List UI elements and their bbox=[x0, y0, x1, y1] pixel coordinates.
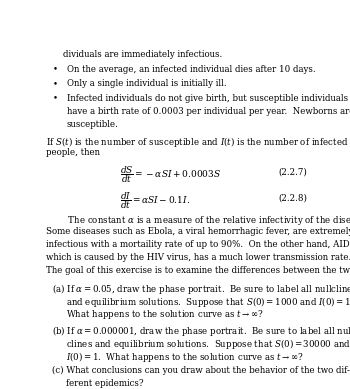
Text: What happens to the solution curve as $t \to \infty$?: What happens to the solution curve as $t… bbox=[66, 308, 264, 321]
Text: The goal of this exercise is to examine the differences between the two.: The goal of this exercise is to examine … bbox=[47, 266, 350, 275]
Text: dividuals are immediately infectious.: dividuals are immediately infectious. bbox=[63, 50, 222, 59]
Text: Infected individuals do not give birth, but susceptible individuals: Infected individuals do not give birth, … bbox=[67, 93, 348, 103]
Text: susceptible.: susceptible. bbox=[67, 119, 119, 128]
Text: On the average, an infected individual dies after 10 days.: On the average, an infected individual d… bbox=[67, 65, 315, 74]
Text: If $S(t)$ is the number of susceptible and $I(t)$ is the number of infected: If $S(t)$ is the number of susceptible a… bbox=[47, 135, 349, 149]
Text: which is caused by the HIV virus, has a much lower transmission rate.: which is caused by the HIV virus, has a … bbox=[47, 253, 350, 262]
Text: have a birth rate of 0.0003 per individual per year.  Newborns are: have a birth rate of 0.0003 per individu… bbox=[67, 107, 350, 116]
Text: Only a single individual is initially ill.: Only a single individual is initially il… bbox=[67, 79, 226, 88]
Text: The constant $\alpha$ is a measure of the relative infectivity of the disease.: The constant $\alpha$ is a measure of th… bbox=[57, 214, 350, 227]
Text: infectious with a mortaility rate of up to 90%.  On the other hand, AIDS: infectious with a mortaility rate of up … bbox=[47, 240, 350, 249]
Text: $I(0) = 1$.  What happens to the solution curve as $t \to \infty$?: $I(0) = 1$. What happens to the solution… bbox=[66, 350, 304, 364]
Text: (a) If $\alpha = 0.05$, draw the phase portrait.  Be sure to label all nullcline: (a) If $\alpha = 0.05$, draw the phase p… bbox=[52, 282, 350, 296]
Text: (2.2.7): (2.2.7) bbox=[278, 167, 307, 176]
Text: (b) If $\alpha = 0.000001$, draw the phase portrait.  Be sure to label all null-: (b) If $\alpha = 0.000001$, draw the pha… bbox=[52, 324, 350, 338]
Text: (2.2.8): (2.2.8) bbox=[278, 193, 307, 202]
Text: and equilibrium solutions.  Suppose that $S(0) = 1000$ and $I(0) = 1$.: and equilibrium solutions. Suppose that … bbox=[66, 295, 350, 309]
Text: clines and equilibrium solutions.  Suppose that $S(0) = 30000$ and: clines and equilibrium solutions. Suppos… bbox=[66, 337, 350, 351]
Text: (c) What conclusions can you draw about the behavior of the two dif-: (c) What conclusions can you draw about … bbox=[52, 366, 350, 375]
Text: Some diseases such as Ebola, a viral hemorrhagic fever, are extremely: Some diseases such as Ebola, a viral hem… bbox=[47, 227, 350, 236]
Text: •: • bbox=[53, 93, 58, 103]
Text: •: • bbox=[53, 79, 58, 88]
Text: ferent epidemics?: ferent epidemics? bbox=[66, 378, 144, 387]
Text: $\dfrac{dI}{dt} = \alpha SI - 0.1I.$: $\dfrac{dI}{dt} = \alpha SI - 0.1I.$ bbox=[120, 190, 190, 211]
Text: $\dfrac{dS}{dt} = -\alpha SI + 0.0003S$: $\dfrac{dS}{dt} = -\alpha SI + 0.0003S$ bbox=[120, 164, 220, 185]
Text: •: • bbox=[53, 65, 58, 74]
Text: people, then: people, then bbox=[47, 148, 100, 157]
